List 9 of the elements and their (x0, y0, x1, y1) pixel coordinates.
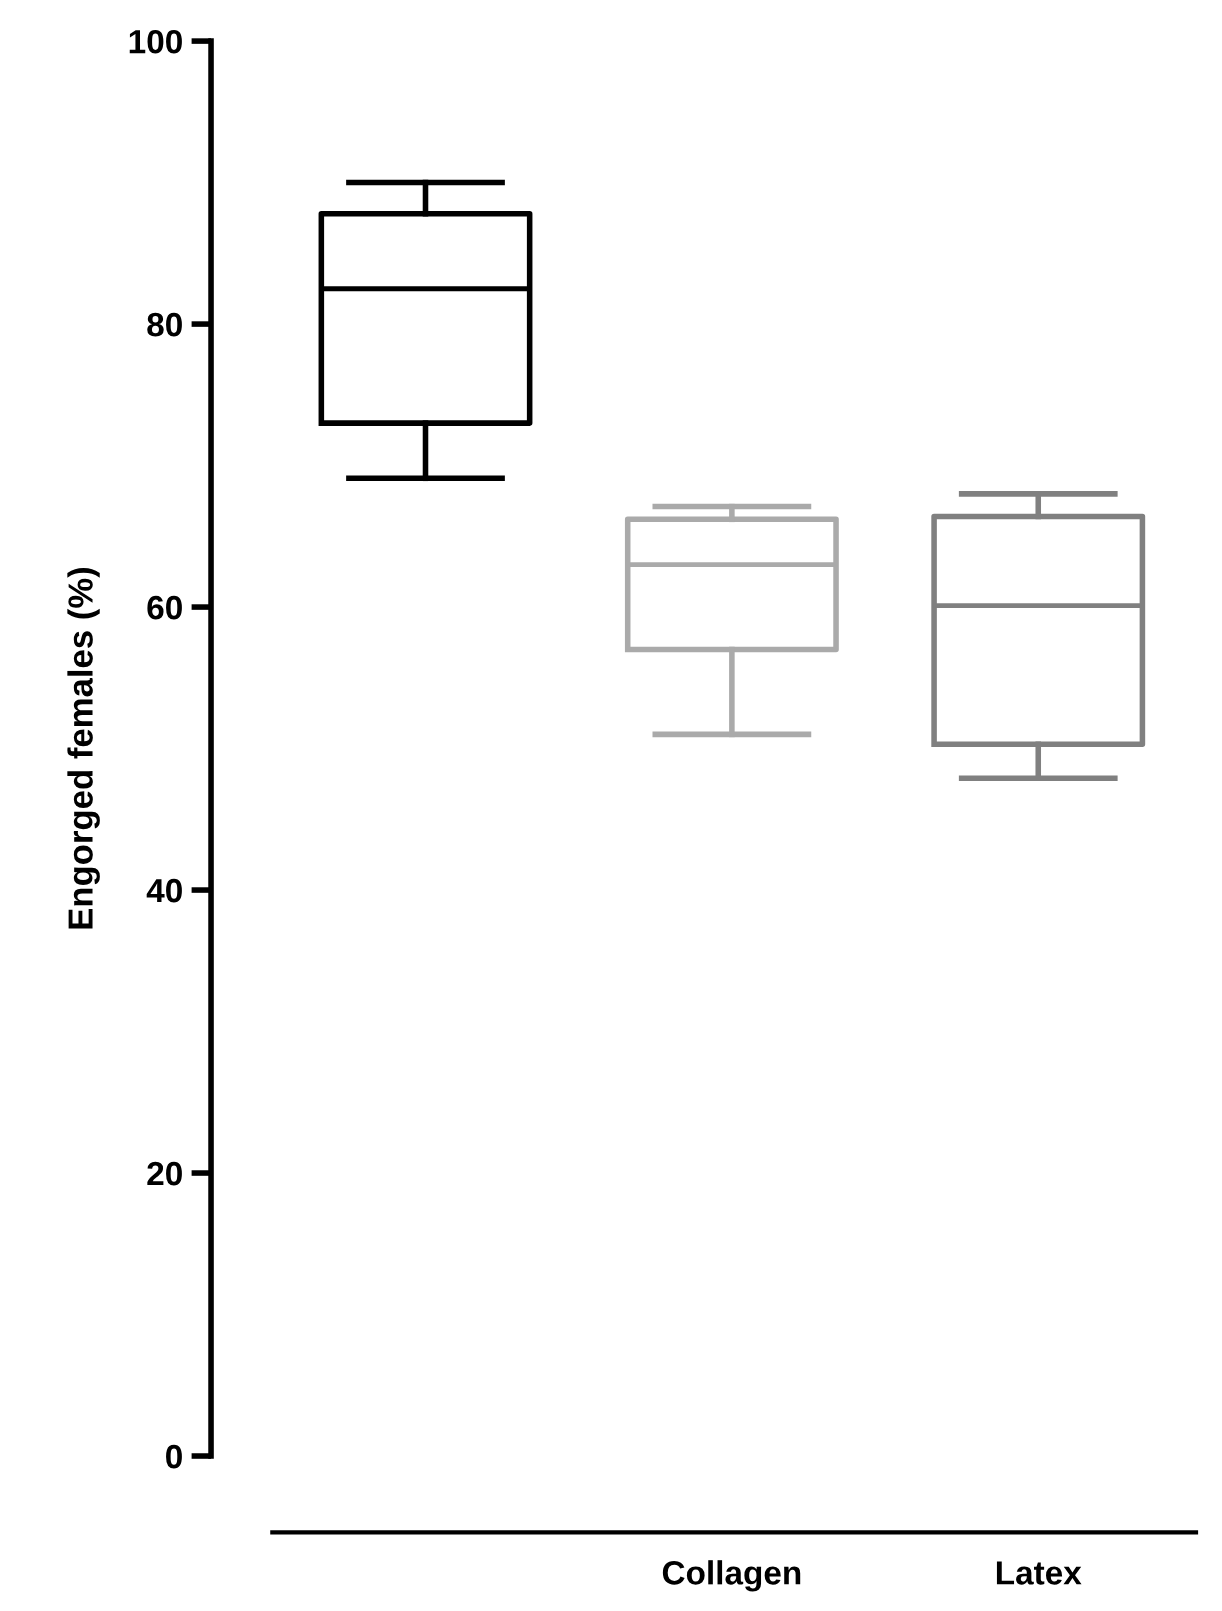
y-tick-label: 0 (166, 1444, 182, 1469)
y-tick-label: 40 (146, 878, 182, 903)
y-tick-label: 80 (147, 312, 182, 337)
x-tick-label: Collagen (662, 1560, 801, 1592)
y-tick-label: 100 (129, 29, 182, 54)
y-axis-title: Engorged females (%) (67, 567, 100, 929)
y-tick-label: 60 (147, 595, 182, 620)
x-tick-label: Latex (996, 1561, 1082, 1585)
y-tick-label: 20 (147, 1161, 182, 1186)
